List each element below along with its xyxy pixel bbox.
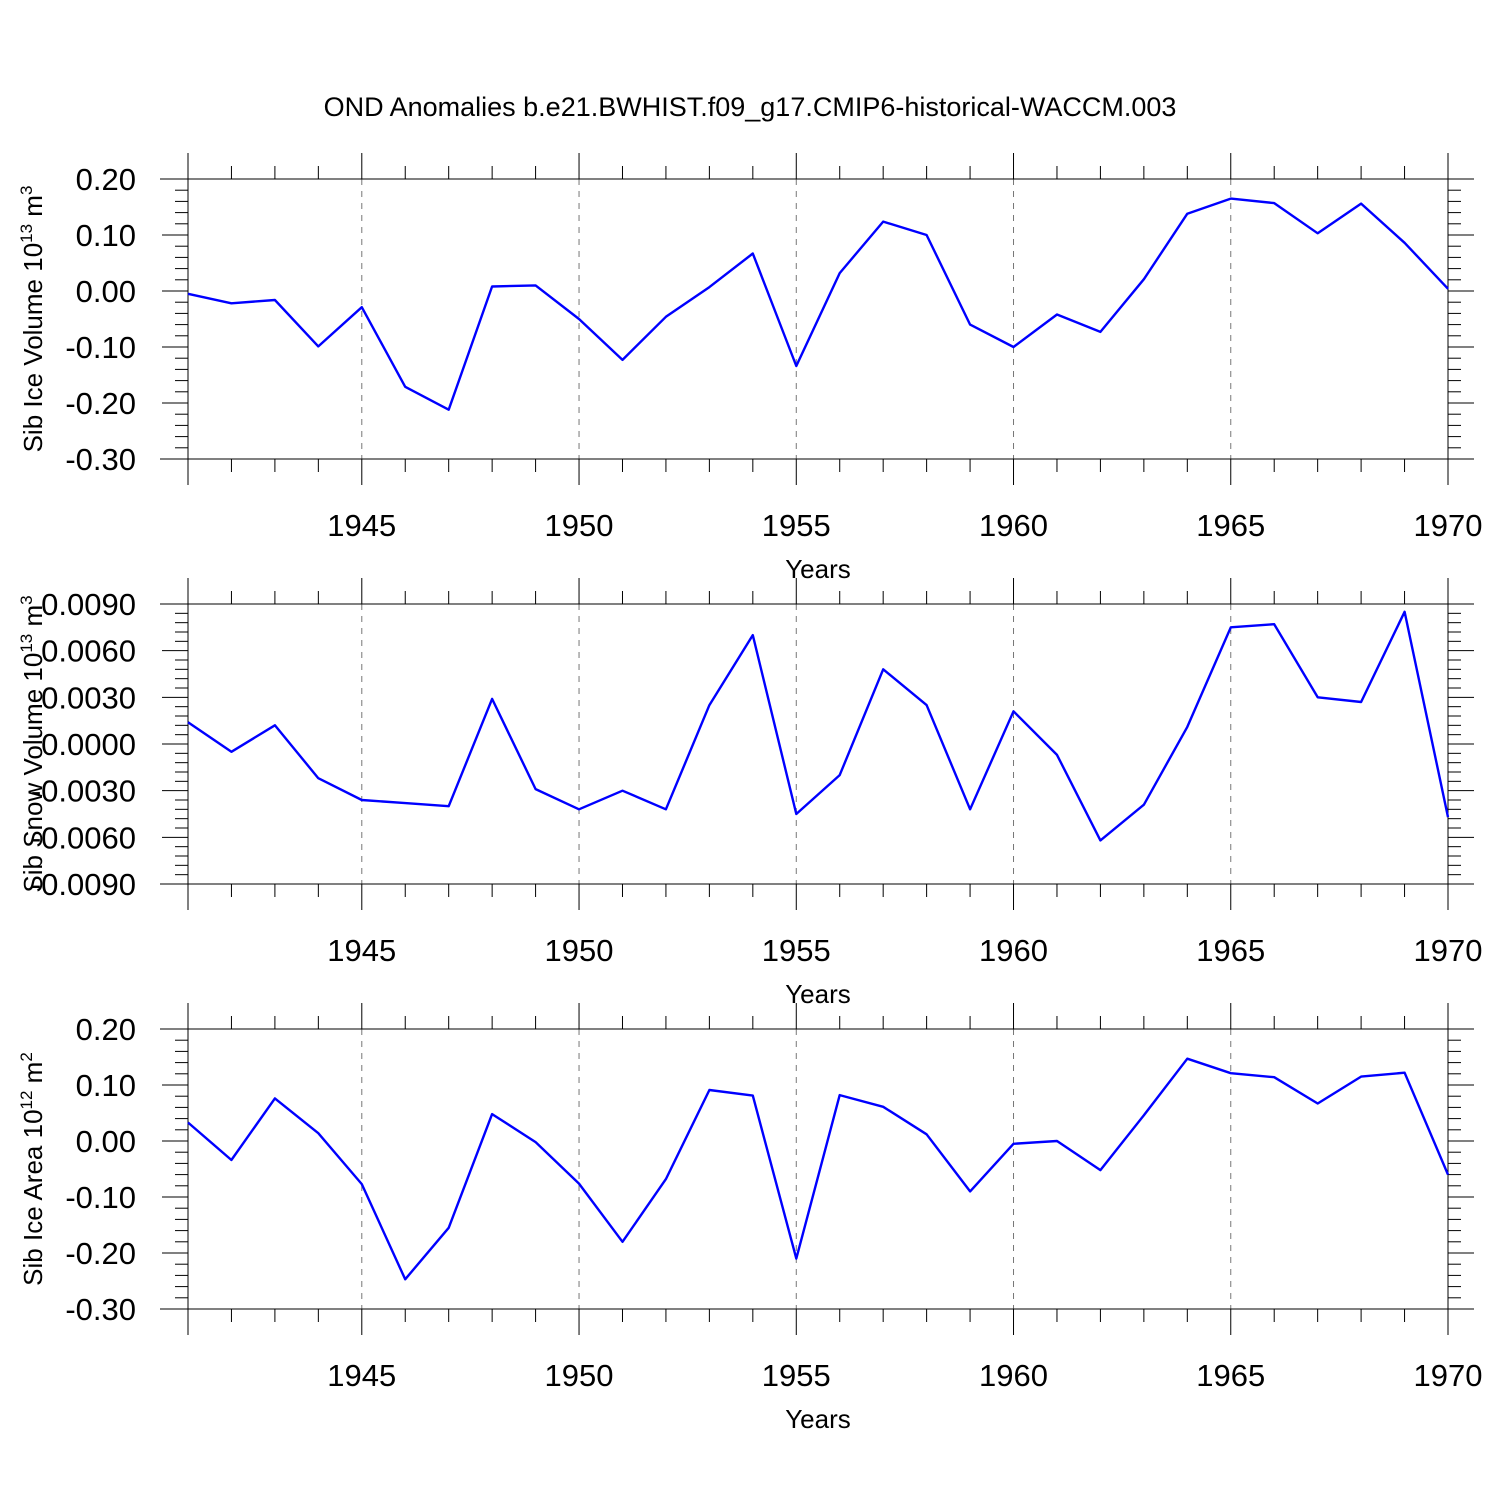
y-tick-label: 0.10 [76,1068,136,1103]
x-axis-label: Years [785,1404,851,1434]
y-tick-label: -0.0090 [31,867,136,902]
y-tick-label: -0.0060 [31,820,136,855]
y-tick-label: -0.20 [65,386,136,421]
x-tick-label: 1960 [979,933,1048,968]
chart-panel-1: 1945 1950 1955 1960 1965 1970 0.20 0.10 0.00 -0.1… [17,153,1482,584]
series-line [187,197,1449,411]
y-tick-label: -0.10 [65,1180,136,1215]
y-tick-label: 0.0060 [41,634,136,669]
x-tick-label: 1960 [979,508,1048,543]
x-axis-label: Years [785,554,851,584]
y-tick-label: -0.30 [65,442,136,477]
y-axis-label: Sib Snow Volume 1013 m3 [17,595,48,892]
x-tick-label: 1950 [545,1358,614,1393]
y-tick-label: -0.30 [65,1292,136,1327]
series-line [187,610,1450,842]
y-tick-label: 0.10 [76,218,136,253]
x-tick-label: 1965 [1196,508,1265,543]
chart-panel-3: 1945 1950 1955 1960 1965 1970 0.20 0.10 0.00 -0.1… [17,1003,1482,1434]
y-tick-label: 0.20 [76,1012,136,1047]
chart-panel-2: 1945 1950 1955 1960 1965 1970 0.0090 0.0060 0.00… [17,578,1482,1009]
y-tick-label: 0.00 [76,1124,136,1159]
x-tick-label: 1965 [1196,1358,1265,1393]
x-tick-label: 1945 [327,933,396,968]
y-axis-label: Sib Ice Area 1012 m2 [17,1052,48,1286]
y-tick-label: 0.0000 [41,727,136,762]
x-axis-label: Years [785,979,851,1009]
panels: 1945 1950 1955 1960 1965 1970 0.20 0.10 0.00 -0.1… [17,153,1482,1434]
x-tick-label: 1955 [762,508,831,543]
x-tick-label: 1950 [545,933,614,968]
x-tick-label: 1950 [545,508,614,543]
x-tick-label: 1955 [762,1358,831,1393]
x-tick-label: 1945 [327,508,396,543]
y-tick-label: 0.20 [76,162,136,197]
x-tick-label: 1965 [1196,933,1265,968]
figure-title: OND Anomalies b.e21.BWHIST.f09_g17.CMIP6… [324,92,1177,122]
y-tick-label: -0.0030 [31,774,136,809]
y-tick-label: 0.00 [76,274,136,309]
y-axis-label: Sib Ice Volume 1013 m3 [17,186,48,453]
x-tick-label: 1960 [979,1358,1048,1393]
x-tick-label: 1945 [327,1358,396,1393]
x-tick-label: 1970 [1414,933,1483,968]
y-tick-label: -0.10 [65,330,136,365]
y-tick-label: -0.20 [65,1236,136,1271]
y-tick-label: 0.0030 [41,680,136,715]
x-tick-label: 1970 [1414,508,1483,543]
x-tick-label: 1970 [1414,1358,1483,1393]
y-tick-label: 0.0090 [41,587,136,622]
x-tick-label: 1955 [762,933,831,968]
series-line [187,1057,1450,1281]
